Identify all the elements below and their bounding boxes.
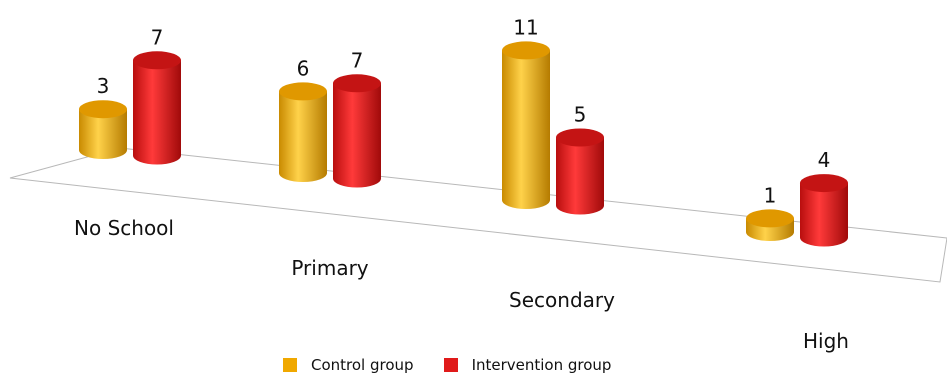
legend-label-control: Control group <box>311 356 414 374</box>
legend-swatch-control <box>283 358 297 372</box>
floor-plane <box>9 147 947 283</box>
legend-label-intervention: Intervention group <box>471 356 612 374</box>
value-label-intervention-secondary: 5 <box>574 103 587 127</box>
legend: Control group Intervention group <box>283 356 641 374</box>
value-label-control-primary: 6 <box>297 56 310 80</box>
category-label-primary: Primary <box>291 256 368 280</box>
value-label-intervention-high: 4 <box>818 148 831 172</box>
legend-swatch-intervention <box>443 358 458 372</box>
bar-control-primary <box>279 82 327 182</box>
value-label-control-no-school: 3 <box>97 74 110 98</box>
value-label-control-high: 1 <box>764 183 777 207</box>
bar-intervention-no-school <box>133 51 181 165</box>
category-label-secondary: Secondary <box>509 288 615 312</box>
legend-item-control: Control group <box>283 356 414 374</box>
category-label-high: High <box>803 329 849 353</box>
bar-control-no-school <box>79 100 127 159</box>
bar-intervention-primary <box>333 74 381 188</box>
bar-control-high <box>746 209 794 241</box>
bar-intervention-high <box>800 174 848 247</box>
bar-intervention-secondary <box>556 128 604 215</box>
bar-control-secondary <box>502 41 550 210</box>
value-label-intervention-primary: 7 <box>351 48 364 72</box>
value-label-intervention-no-school: 7 <box>151 25 164 49</box>
category-label-no-school: No School <box>74 216 174 240</box>
value-label-control-secondary: 11 <box>513 15 538 39</box>
legend-item-intervention: Intervention group <box>443 356 612 374</box>
